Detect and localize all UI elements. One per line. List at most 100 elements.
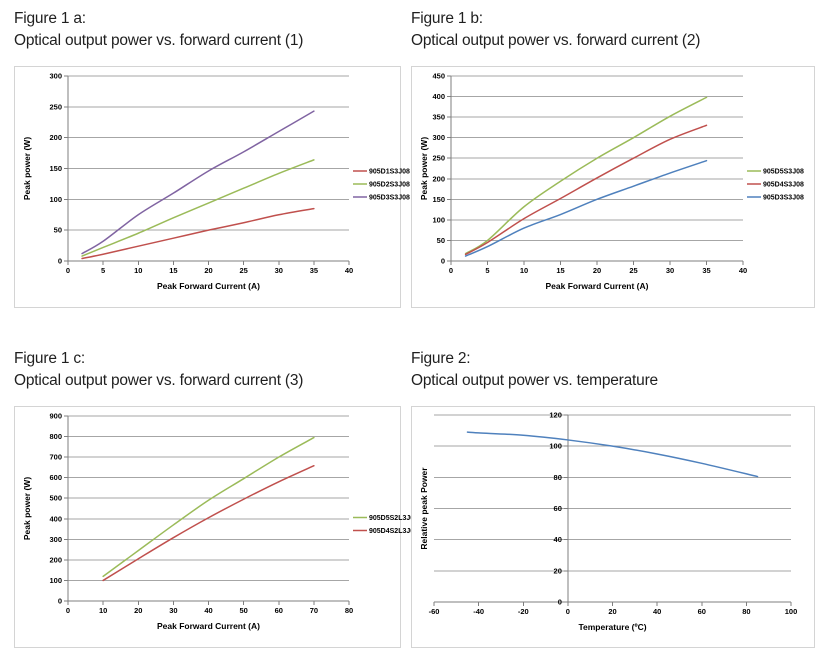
svg-text:200: 200 — [432, 174, 445, 183]
svg-text:905D2S3J08: 905D2S3J08 — [369, 182, 410, 189]
svg-text:905D4S2L3J08: 905D4S2L3J08 — [369, 528, 418, 535]
svg-text:50: 50 — [239, 606, 247, 615]
svg-text:120: 120 — [549, 411, 562, 420]
svg-text:200: 200 — [49, 133, 62, 142]
figure-2-section: Figure 2: Optical output power vs. tempe… — [411, 348, 815, 648]
svg-text:25: 25 — [239, 266, 247, 275]
svg-text:-60: -60 — [429, 607, 440, 616]
svg-text:5: 5 — [485, 266, 489, 275]
svg-text:500: 500 — [49, 494, 62, 503]
svg-text:905D1S3J08: 905D1S3J08 — [369, 169, 410, 176]
svg-text:400: 400 — [432, 92, 445, 101]
figure-1a-section: Figure 1 a: Optical output power vs. for… — [14, 8, 410, 308]
svg-text:150: 150 — [49, 164, 62, 173]
svg-text:30: 30 — [169, 606, 177, 615]
figure-1a-chart: 0 50 100 150 200 250 300 0 5 10 15 20 25 30 35 40 Peak p… — [22, 72, 410, 292]
figure-1c-caption: Figure 1 c: Optical output power vs. for… — [14, 348, 401, 392]
svg-text:Temperature (ºC): Temperature (ºC) — [578, 622, 646, 632]
svg-text:35: 35 — [310, 266, 318, 275]
svg-text:30: 30 — [666, 266, 674, 275]
figure-1c-section: Figure 1 c: Optical output power vs. for… — [14, 348, 418, 648]
svg-text:40: 40 — [739, 266, 747, 275]
svg-text:905D3S3J08: 905D3S3J08 — [369, 195, 410, 202]
svg-text:100: 100 — [49, 195, 62, 204]
svg-text:50: 50 — [54, 226, 62, 235]
figure-1a-caption: Figure 1 a: Optical output power vs. for… — [14, 8, 401, 52]
svg-text:80: 80 — [345, 606, 353, 615]
figure-1b-chart: 0 50 100 150 200 250 300 350 400 450 0 5 10 15 20 25 30 3… — [419, 72, 804, 292]
svg-text:0: 0 — [449, 266, 453, 275]
svg-text:80: 80 — [554, 473, 562, 482]
svg-text:100: 100 — [785, 607, 798, 616]
svg-text:100: 100 — [549, 442, 562, 451]
svg-text:700: 700 — [49, 453, 62, 462]
svg-text:350: 350 — [432, 113, 445, 122]
svg-text:15: 15 — [556, 266, 564, 275]
svg-text:Peak power (W): Peak power (W) — [22, 137, 32, 200]
svg-text:600: 600 — [49, 473, 62, 482]
svg-text:20: 20 — [134, 606, 142, 615]
svg-text:0: 0 — [566, 607, 570, 616]
svg-text:0: 0 — [441, 257, 445, 266]
svg-text:20: 20 — [204, 266, 212, 275]
figure-2-caption-line1: Figure 2: — [411, 350, 471, 367]
svg-text:15: 15 — [169, 266, 177, 275]
svg-text:0: 0 — [58, 257, 62, 266]
svg-text:100: 100 — [49, 576, 62, 585]
svg-text:20: 20 — [593, 266, 601, 275]
svg-text:300: 300 — [49, 535, 62, 544]
svg-text:150: 150 — [432, 195, 445, 204]
svg-text:Peak power (W): Peak power (W) — [22, 477, 32, 540]
svg-text:Relative peak Power: Relative peak Power — [419, 467, 429, 550]
figure-1b-chart-frame: 0 50 100 150 200 250 300 350 400 450 0 5 10 15 20 25 30 3… — [411, 66, 815, 308]
svg-text:Peak power (W): Peak power (W) — [419, 137, 429, 200]
svg-text:800: 800 — [49, 432, 62, 441]
figure-2-chart: 0 20 40 60 80 100 120 -60 -40 -20 0 20 40 60 80 100 Rela… — [419, 411, 798, 633]
svg-text:-40: -40 — [473, 607, 484, 616]
svg-text:Peak Forward Current (A): Peak Forward Current (A) — [157, 281, 260, 291]
svg-text:60: 60 — [554, 504, 562, 513]
svg-text:905D4S3J08: 905D4S3J08 — [763, 182, 804, 189]
svg-text:40: 40 — [345, 266, 353, 275]
svg-text:0: 0 — [66, 266, 70, 275]
svg-text:50: 50 — [437, 236, 445, 245]
svg-text:30: 30 — [275, 266, 283, 275]
svg-text:300: 300 — [432, 133, 445, 142]
svg-text:70: 70 — [310, 606, 318, 615]
svg-text:80: 80 — [742, 607, 750, 616]
svg-text:10: 10 — [520, 266, 528, 275]
svg-text:200: 200 — [49, 555, 62, 564]
svg-text:250: 250 — [432, 154, 445, 163]
svg-text:400: 400 — [49, 514, 62, 523]
svg-text:40: 40 — [204, 606, 212, 615]
figure-2-caption-line2: Optical output power vs. temperature — [411, 372, 658, 389]
svg-text:Peak Forward Current (A): Peak Forward Current (A) — [546, 281, 649, 291]
svg-text:40: 40 — [653, 607, 661, 616]
svg-text:Peak Forward Current (A): Peak Forward Current (A) — [157, 621, 260, 631]
svg-text:25: 25 — [629, 266, 637, 275]
svg-text:10: 10 — [134, 266, 142, 275]
figure-1a-caption-line1: Figure 1 a: — [14, 10, 86, 27]
svg-text:10: 10 — [99, 606, 107, 615]
svg-text:300: 300 — [49, 72, 62, 81]
svg-text:35: 35 — [702, 266, 710, 275]
figure-1c-caption-line2: Optical output power vs. forward current… — [14, 372, 304, 389]
figure-1b-section: Figure 1 b: Optical output power vs. for… — [411, 8, 815, 308]
svg-text:60: 60 — [698, 607, 706, 616]
svg-text:905D3S3J08: 905D3S3J08 — [763, 195, 804, 202]
svg-text:100: 100 — [432, 215, 445, 224]
svg-text:905D5S2L3J08: 905D5S2L3J08 — [369, 515, 418, 522]
svg-text:0: 0 — [66, 606, 70, 615]
figure-1c-caption-line1: Figure 1 c: — [14, 350, 86, 367]
svg-text:905D5S3J08: 905D5S3J08 — [763, 169, 804, 176]
svg-text:250: 250 — [49, 102, 62, 111]
figure-1a-caption-line2: Optical output power vs. forward current… — [14, 32, 304, 49]
svg-text:20: 20 — [608, 607, 616, 616]
svg-text:40: 40 — [554, 535, 562, 544]
figure-2-caption: Figure 2: Optical output power vs. tempe… — [411, 348, 815, 392]
svg-text:0: 0 — [558, 598, 562, 607]
svg-text:-20: -20 — [518, 607, 529, 616]
svg-text:900: 900 — [49, 412, 62, 421]
figure-1c-chart-frame: 0 100 200 300 400 500 600 700 800 900 0 10 20 30 40 50 6… — [14, 406, 418, 648]
